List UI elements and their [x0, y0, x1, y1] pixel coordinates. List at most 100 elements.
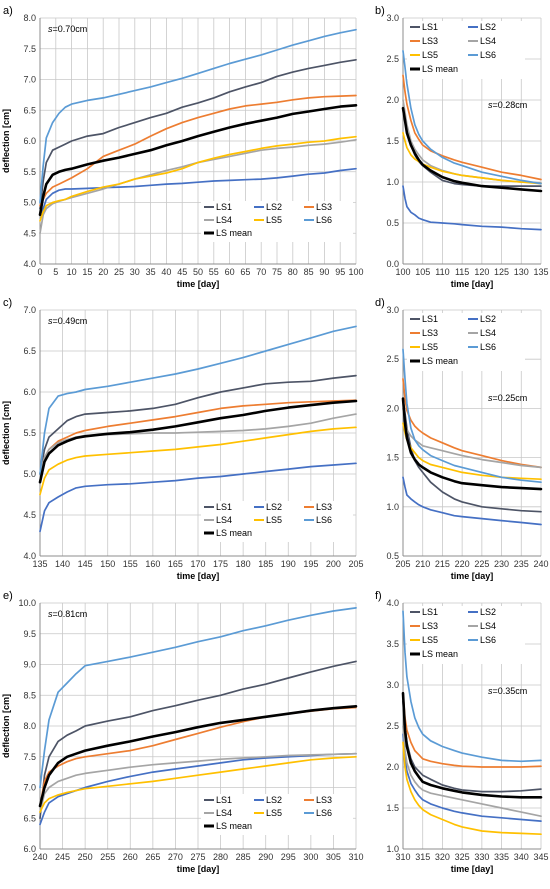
legend-label-ls6: LS6: [480, 342, 496, 352]
x-axis-title: time [day]: [177, 279, 220, 289]
annotation-value: =0.70cm: [53, 24, 88, 34]
x-tick-label: 195: [303, 559, 318, 569]
x-tick-label: 100: [348, 267, 363, 277]
x-tick-label: 205: [395, 559, 410, 569]
legend-background: [407, 21, 525, 79]
annotation-symbol: s: [48, 24, 53, 34]
legend-label-ls5: LS5: [422, 635, 438, 645]
y-tick-label: 3.0: [386, 680, 399, 690]
legend-label-ls1: LS1: [422, 314, 438, 324]
x-tick-label: 320: [435, 852, 450, 862]
legend-label-ls4: LS4: [480, 621, 496, 631]
y-tick-label: 9.5: [23, 629, 36, 639]
series-line-ls4: [402, 725, 542, 818]
x-tick-label: 295: [281, 852, 296, 862]
legend-background: [407, 313, 525, 371]
y-axis-title: deflection [cm]: [1, 694, 11, 758]
x-tick-label: 20: [98, 267, 108, 277]
x-tick-label: 275: [190, 852, 205, 862]
legend-label-ls3: LS3: [422, 36, 438, 46]
series-line-ls2: [39, 167, 357, 216]
legend-label-ls2: LS2: [480, 22, 496, 32]
x-tick-label: 315: [415, 852, 430, 862]
series-line-ls5: [39, 755, 357, 813]
y-tick-label: 10.0: [18, 598, 36, 608]
x-tick-label: 95: [335, 267, 345, 277]
x-tick-label: 105: [415, 267, 430, 277]
chart-panel-b: b) 0.0 0.5 1.0 1.5 2.0 2.5 3.0 100 105 110 115 120 12…: [375, 5, 549, 289]
y-tick-label: 5.5: [23, 167, 36, 177]
x-tick-label: 45: [177, 267, 187, 277]
annotation-symbol: s: [488, 686, 493, 696]
x-tick-label: 305: [326, 852, 341, 862]
chart-panel-d: d) 0.5 1.0 1.5 2.0 2.5 3.0 205 210 215 220 225 230 23…: [375, 297, 549, 581]
legend: LS1 LS2 LS3 LS4 LS5 LS6 LS mean: [201, 201, 353, 242]
legend-label-ls6: LS6: [316, 515, 332, 525]
series-line-ls-mean: [38, 399, 358, 484]
panel-label: f): [375, 590, 382, 602]
x-tick-label: 40: [161, 267, 171, 277]
y-tick-label: 7.0: [23, 783, 36, 793]
series-line-ls5: [402, 741, 542, 836]
x-tick-label: 235: [514, 559, 529, 569]
series-line-ls3: [39, 94, 357, 207]
legend-background: [201, 201, 353, 242]
legend-label-ls5: LS5: [422, 342, 438, 352]
series-line-ls2: [39, 752, 357, 826]
x-tick-label: 205: [348, 559, 363, 569]
x-tick-label: 65: [240, 267, 250, 277]
legend-label-ls2: LS2: [266, 202, 282, 212]
y-tick-label: 0.5: [386, 218, 399, 228]
series-line-ls5: [402, 131, 542, 185]
annotation-value: =0.25cm: [493, 393, 528, 403]
series-line-ls4: [402, 407, 542, 469]
y-tick-label: 2.5: [386, 54, 399, 64]
x-tick-label: 25: [114, 267, 124, 277]
legend-label-ls5: LS5: [422, 50, 438, 60]
x-tick-label: 325: [455, 852, 470, 862]
series-lines: [38, 28, 358, 235]
legend-label-ls4: LS4: [216, 215, 232, 225]
series-line-ls2: [402, 185, 542, 231]
legend-label-ls3: LS3: [316, 795, 332, 805]
annotation: s=0.25cm: [488, 393, 527, 403]
y-tick-label: 6.5: [23, 105, 36, 115]
x-tick-label: 135: [32, 559, 47, 569]
series-line-ls6: [39, 607, 357, 789]
series-line-ls4: [39, 752, 357, 813]
y-tick-label: 1.0: [386, 177, 399, 187]
y-tick-label: 0.5: [386, 551, 399, 561]
y-tick-label: 6.5: [23, 813, 36, 823]
legend-background: [201, 501, 353, 542]
x-tick-label: 240: [32, 852, 47, 862]
series-lines: [401, 610, 543, 836]
legend-label-ls-mean: LS mean: [422, 356, 458, 366]
x-tick-label: 240: [533, 559, 548, 569]
x-tick-label: 15: [82, 267, 92, 277]
x-axis-title: time [day]: [451, 571, 494, 581]
y-tick-label: 7.5: [23, 752, 36, 762]
y-tick-label: 3.5: [386, 639, 399, 649]
legend-label-ls6: LS6: [480, 635, 496, 645]
legend-label-ls1: LS1: [422, 607, 438, 617]
y-tick-label: 1.5: [386, 136, 399, 146]
y-tick-label: 1.5: [386, 453, 399, 463]
series-line-ls2: [39, 462, 357, 533]
chart-panel-e: e) 6.0 6.5 7.0 7.5 8.0 8.5 9.0 9.5 10.0 240 245 250 2…: [1, 590, 364, 874]
series-line-ls6: [39, 325, 357, 475]
y-tick-label: 3.0: [386, 305, 399, 315]
legend-label-ls-mean: LS mean: [216, 528, 252, 538]
y-tick-label: 7.0: [23, 75, 36, 85]
x-tick-label: 0: [37, 267, 42, 277]
legend-label-ls6: LS6: [316, 215, 332, 225]
legend-label-ls-mean: LS mean: [216, 821, 252, 831]
annotation: s=0.35cm: [488, 686, 527, 696]
x-tick-label: 125: [494, 267, 509, 277]
x-tick-label: 265: [145, 852, 160, 862]
x-tick-label: 245: [55, 852, 70, 862]
x-tick-label: 250: [78, 852, 93, 862]
series-line-ls1: [402, 700, 542, 793]
x-tick-label: 90: [319, 267, 329, 277]
legend-label-ls1: LS1: [216, 202, 232, 212]
series-lines: [38, 325, 358, 533]
